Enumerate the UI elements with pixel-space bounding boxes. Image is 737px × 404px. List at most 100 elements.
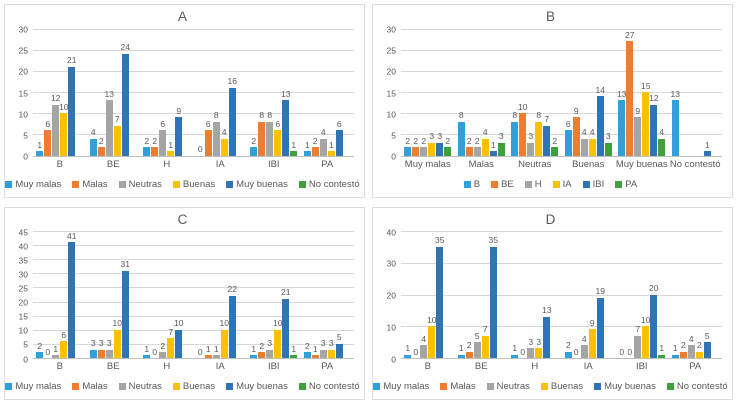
bar-value-label: 2 (466, 340, 472, 351)
x-category-label: Neutras (518, 158, 552, 170)
bar-slot: 2 (679, 232, 687, 358)
plot-area: 1 0 4 10 35 1 2 5 7 35 1 0 3 3 13 2 0 4 9 19 0 0 7 10 20 1 1 2 4 2 5 (401, 231, 722, 359)
bar-slot: 16 (228, 29, 237, 156)
bar-slot (605, 232, 612, 359)
bar-value-label: 2 (552, 135, 558, 146)
bar-value-label: 9 (176, 105, 182, 116)
bar-slot: 20 (649, 232, 658, 358)
x-category-label: PA (689, 361, 702, 372)
legend-label: Neutras (496, 381, 530, 392)
bar (266, 121, 274, 156)
bar-slot: 9 (572, 29, 580, 156)
bar-slot: 4 (220, 29, 228, 156)
x-category-label: Muy buenas (615, 158, 668, 170)
bar (113, 329, 121, 358)
x-category-label: IBI (635, 361, 648, 372)
bar-slot: 1 (703, 29, 711, 156)
bar-value-label: 3 (498, 131, 504, 142)
bar-value-label: 1 (328, 139, 334, 150)
bar (327, 151, 335, 156)
legend-color-chip (615, 180, 623, 188)
bar (143, 147, 151, 156)
bar (465, 351, 473, 358)
legend-label: H (534, 178, 542, 190)
bar-value-label: 10 (59, 101, 69, 112)
bar (60, 341, 68, 358)
bar-slot: 2 (36, 232, 44, 358)
legend: B BE H IA IBI PA (379, 177, 722, 192)
y-tick-label: 45 (18, 226, 28, 237)
bar (290, 151, 298, 156)
bar-value-label: 10 (427, 314, 437, 325)
bar (175, 117, 183, 156)
bar-group: 1 2 5 7 35 (455, 232, 509, 358)
bar-slot: 0 (573, 232, 580, 359)
bar-value-label: 13 (670, 88, 680, 99)
bar (634, 117, 642, 156)
legend-label: Malas (450, 381, 476, 392)
bar-slot: 3 (527, 232, 535, 358)
bar (44, 130, 52, 156)
bar-value-label: 2 (98, 135, 104, 146)
bar (159, 352, 167, 358)
legend-color-chip (72, 180, 80, 188)
bar (481, 138, 489, 156)
gridline (33, 259, 354, 261)
bar-value-label: 35 (488, 235, 498, 246)
bar (290, 355, 298, 358)
bar (167, 338, 175, 358)
legend-label: No contestó (308, 381, 360, 392)
x-category-label: H (531, 361, 539, 372)
legend-color-chip (226, 383, 234, 390)
gridline (33, 329, 354, 331)
bar-value-label: 3 (528, 336, 534, 347)
legend-item: Neutras (486, 381, 530, 392)
bar-value-label: 3 (328, 338, 334, 349)
bar-slot: 15 (641, 29, 650, 156)
bar-value-label: 0 (520, 346, 526, 357)
legend-color-chip (552, 180, 560, 188)
bar-slot: 1 (511, 232, 519, 358)
bar (527, 142, 535, 156)
bar-value-label: 1 (512, 343, 518, 354)
x-category-label: H (163, 361, 171, 372)
bar-value-label: 8 (259, 110, 265, 121)
bar (671, 100, 679, 156)
bar-slot: 24 (121, 29, 130, 156)
legend-label: PA (625, 178, 638, 190)
bar-slot: 13 (617, 29, 626, 156)
bar-slot (344, 29, 351, 156)
chart-body: 0 5 10 15 20 25 30 1 6 12 10 21 4 2 13 7 24 2 2 6 1 9 0 6 8 4 16 2 8… (11, 25, 354, 160)
legend-color-chip (486, 383, 494, 390)
legend-item: IA (552, 179, 572, 190)
chart-panel-d: D 0 10 20 30 40 1 0 4 10 35 1 2 5 7 35 1 0 3 3 13 2 0 4 9 19 0 0 7 1… (372, 206, 733, 400)
bar (535, 121, 543, 156)
x-category-label: IA (215, 158, 225, 170)
gridline (33, 134, 354, 136)
bar (527, 348, 535, 358)
bar-value-label: 31 (120, 259, 130, 270)
chart-body: 0 5 10 15 20 25 30 2 2 2 3 3 2 8 2 2 4 1 3 8 10 3 8 7 2 6 9 4 4 14 3 13… (379, 25, 722, 160)
y-axis: 0 5 10 15 20 25 30 35 40 45 (11, 228, 33, 363)
bar-slot: 1 (290, 29, 298, 156)
bar (679, 351, 687, 358)
bar-slot: 10 (220, 232, 229, 358)
bar-value-label: 21 (67, 55, 77, 66)
gridline (401, 262, 722, 264)
bar (436, 142, 444, 156)
bar-value-label: 4 (421, 333, 427, 344)
bar-slot: 2 (420, 29, 428, 156)
x-category-label: IBI (267, 361, 280, 372)
legend-label: Muy buenas (604, 381, 656, 392)
bar-group: 4 2 13 7 24 (87, 29, 141, 156)
y-tick-label: 25 (18, 283, 28, 294)
bar-slot: 10 (427, 232, 437, 358)
bar-value-label: 0 (197, 346, 203, 357)
bar-value-label: 2 (152, 135, 158, 146)
gridline (33, 231, 354, 232)
bar-value-label: 13 (542, 305, 552, 316)
bar (572, 117, 580, 156)
plot-area: 1 6 12 10 21 4 2 13 7 24 2 2 6 1 9 0 6 8 4 16 2 8 8 6 13 1 1 2 4 1 6 (33, 28, 354, 157)
bar-slot (680, 29, 687, 156)
bar-slot: 10 (273, 232, 282, 358)
